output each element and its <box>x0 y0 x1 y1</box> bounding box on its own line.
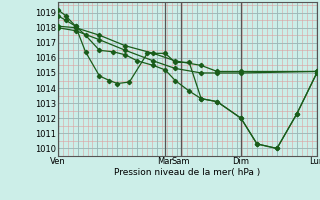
X-axis label: Pression niveau de la mer( hPa ): Pression niveau de la mer( hPa ) <box>114 168 260 177</box>
